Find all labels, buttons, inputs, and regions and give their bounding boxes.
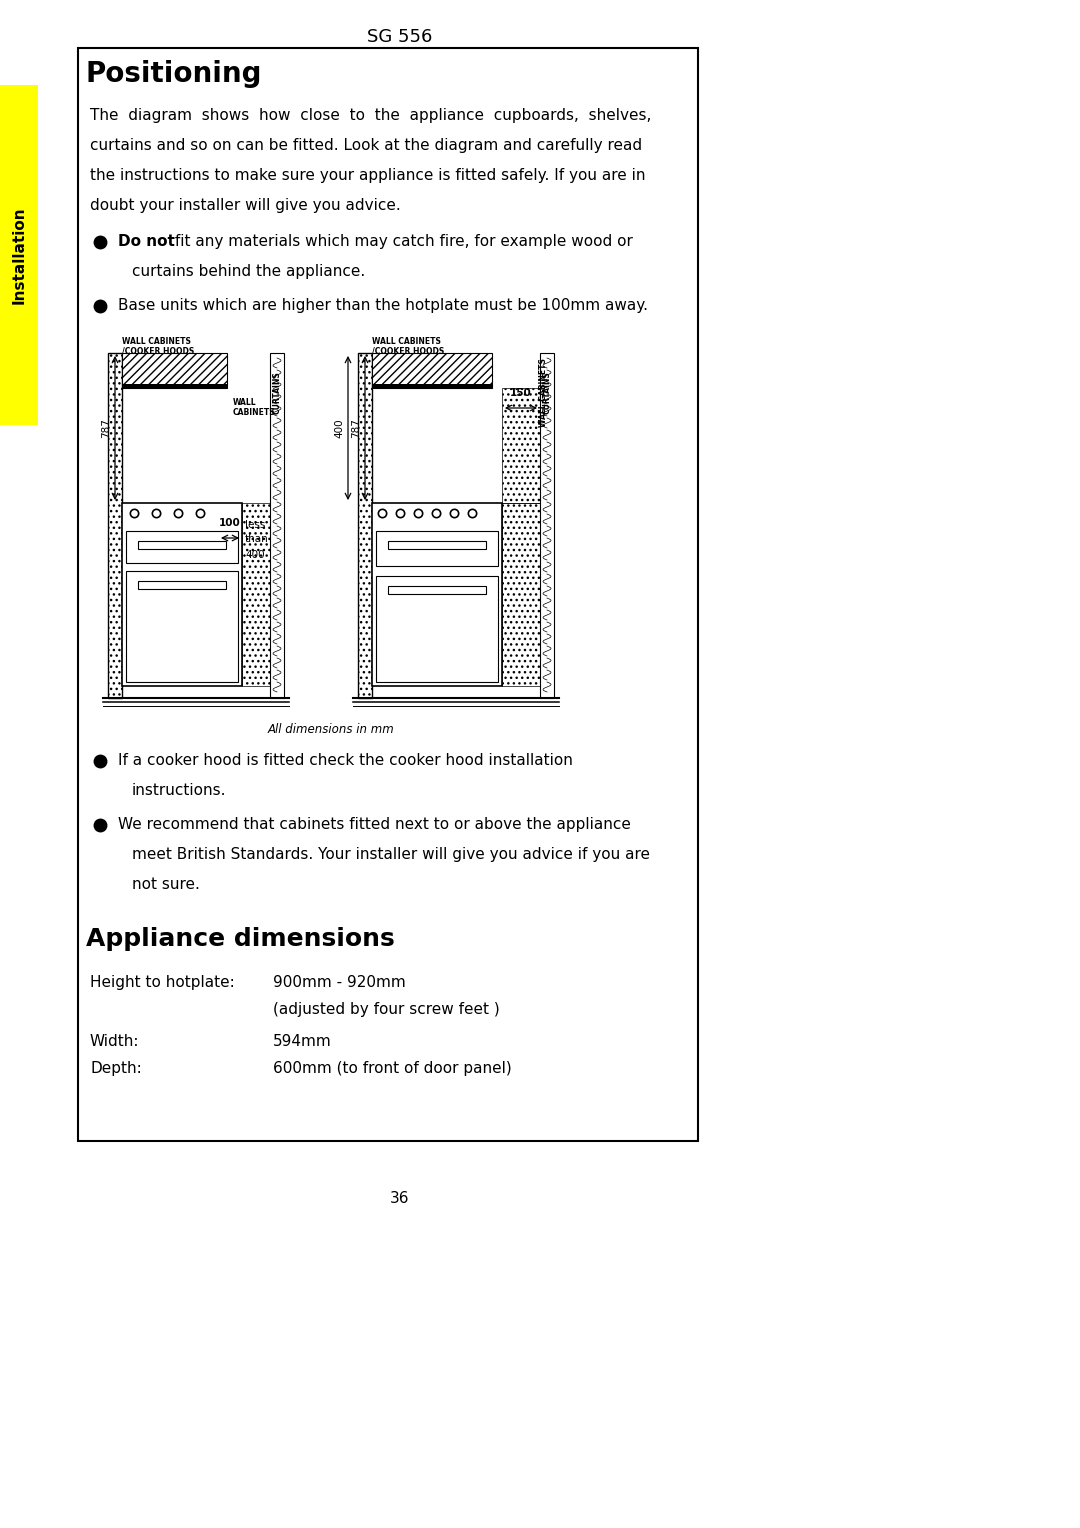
Text: /COOKER HOODS: /COOKER HOODS [372,345,444,354]
Bar [122,503,242,686]
Text: (adjusted by four screw feet ): (adjusted by four screw feet ) [273,1002,500,1018]
Text: meet British Standards. Your installer will give you advice if you are: meet British Standards. Your installer w… [132,847,650,862]
Text: less: less [245,520,266,530]
Text: 900mm - 920mm: 900mm - 920mm [273,975,406,990]
Bar [376,576,498,681]
Bar [126,571,238,681]
Text: SG 556: SG 556 [367,28,433,46]
Text: CURTAINS: CURTAINS [542,371,552,414]
Text: WALL CABINETS: WALL CABINETS [122,338,191,345]
Bar [78,47,698,1141]
Text: Depth:: Depth: [90,1060,141,1076]
Text: instructions.: instructions. [132,782,227,798]
Text: 36: 36 [390,1190,409,1206]
Bar [122,353,227,388]
Text: 100: 100 [219,518,241,529]
Bar [357,353,372,698]
Bar [372,503,502,686]
Bar [122,384,227,388]
Text: We recommend that cabinets fitted next to or above the appliance: We recommend that cabinets fitted next t… [118,817,631,833]
Text: not sure.: not sure. [132,877,200,892]
Text: WALL
CABINETS: WALL CABINETS [233,397,275,417]
Text: 787: 787 [102,419,111,439]
Bar [372,384,492,388]
Text: /COOKER HOODS: /COOKER HOODS [122,345,194,354]
Text: 150: 150 [510,388,531,397]
Text: The  diagram  shows  how  close  to  the  appliance  cupboards,  shelves,: The diagram shows how close to the appli… [90,108,651,122]
Text: 594mm: 594mm [273,1034,332,1050]
Text: WALL CABINETS: WALL CABINETS [372,338,441,345]
Bar [138,581,226,588]
Bar [502,503,540,686]
Text: Height to hotplate:: Height to hotplate: [90,975,234,990]
Text: doubt your installer will give you advice.: doubt your installer will give you advic… [90,199,401,212]
Text: 400: 400 [334,419,345,439]
Bar [126,532,238,562]
Text: WALL CABINETS: WALL CABINETS [540,359,549,428]
Text: curtains and so on can be fitted. Look at the diagram and carefully read: curtains and so on can be fitted. Look a… [90,138,643,153]
Text: Positioning: Positioning [86,60,262,89]
Text: Appliance dimensions: Appliance dimensions [86,927,395,950]
Text: 400: 400 [245,550,265,559]
Text: the instructions to make sure your appliance is fitted safely. If you are in: the instructions to make sure your appli… [90,168,646,183]
Bar [108,353,122,698]
Text: 787: 787 [351,419,361,439]
Bar [540,353,554,698]
Text: curtains behind the appliance.: curtains behind the appliance. [132,264,365,280]
Bar [0,86,38,425]
Text: If a cooker hood is fitted check the cooker hood installation: If a cooker hood is fitted check the coo… [118,753,572,769]
Bar [372,353,492,388]
Text: Do not: Do not [118,234,175,249]
Text: than: than [245,533,269,544]
Bar [502,388,540,503]
Text: 600mm (to front of door panel): 600mm (to front of door panel) [273,1060,512,1076]
Bar [270,353,284,698]
Text: CURTAINS: CURTAINS [272,371,282,414]
Bar [388,587,486,594]
Text: All dimensions in mm: All dimensions in mm [268,723,394,736]
Text: Base units which are higher than the hotplate must be 100mm away.: Base units which are higher than the hot… [118,298,648,313]
Bar [138,541,226,549]
Bar [242,503,270,686]
Bar [376,532,498,565]
Text: Width:: Width: [90,1034,139,1050]
Text: fit any materials which may catch fire, for example wood or: fit any materials which may catch fire, … [170,234,633,249]
Text: Installation: Installation [12,206,27,304]
Bar [388,541,486,549]
